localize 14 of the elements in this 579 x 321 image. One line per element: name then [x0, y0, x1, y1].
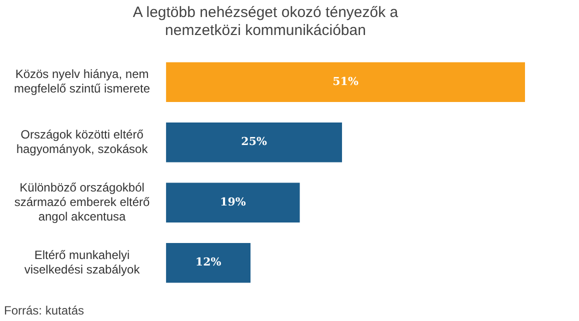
y-tick-label: Eltérő munkahelyi viselkedési szabályok: [24, 248, 141, 276]
data-label: 19%: [220, 195, 246, 208]
text: Forrás: kutatás: [4, 303, 84, 318]
data-label: 12%: [195, 256, 222, 269]
bar: [166, 122, 342, 162]
bar: [166, 62, 525, 102]
bar: [166, 242, 251, 283]
bar: [166, 182, 300, 223]
y-tick-label: Országok közötti eltérő hagyományok, szokások: [16, 127, 149, 156]
data-label: 51%: [332, 74, 359, 88]
y-tick-label: Különböző országokból származó emberek eltérő angol akcentusa: [14, 180, 150, 224]
data-label: 25%: [241, 135, 268, 148]
chart-title: A legtöbb nehézséget okozó tényezők a nemzetközi kommunikációban: [132, 4, 399, 40]
y-tick-label: Közös nyelv hiánya, nem megfelelő szintű ismerete: [14, 67, 150, 96]
